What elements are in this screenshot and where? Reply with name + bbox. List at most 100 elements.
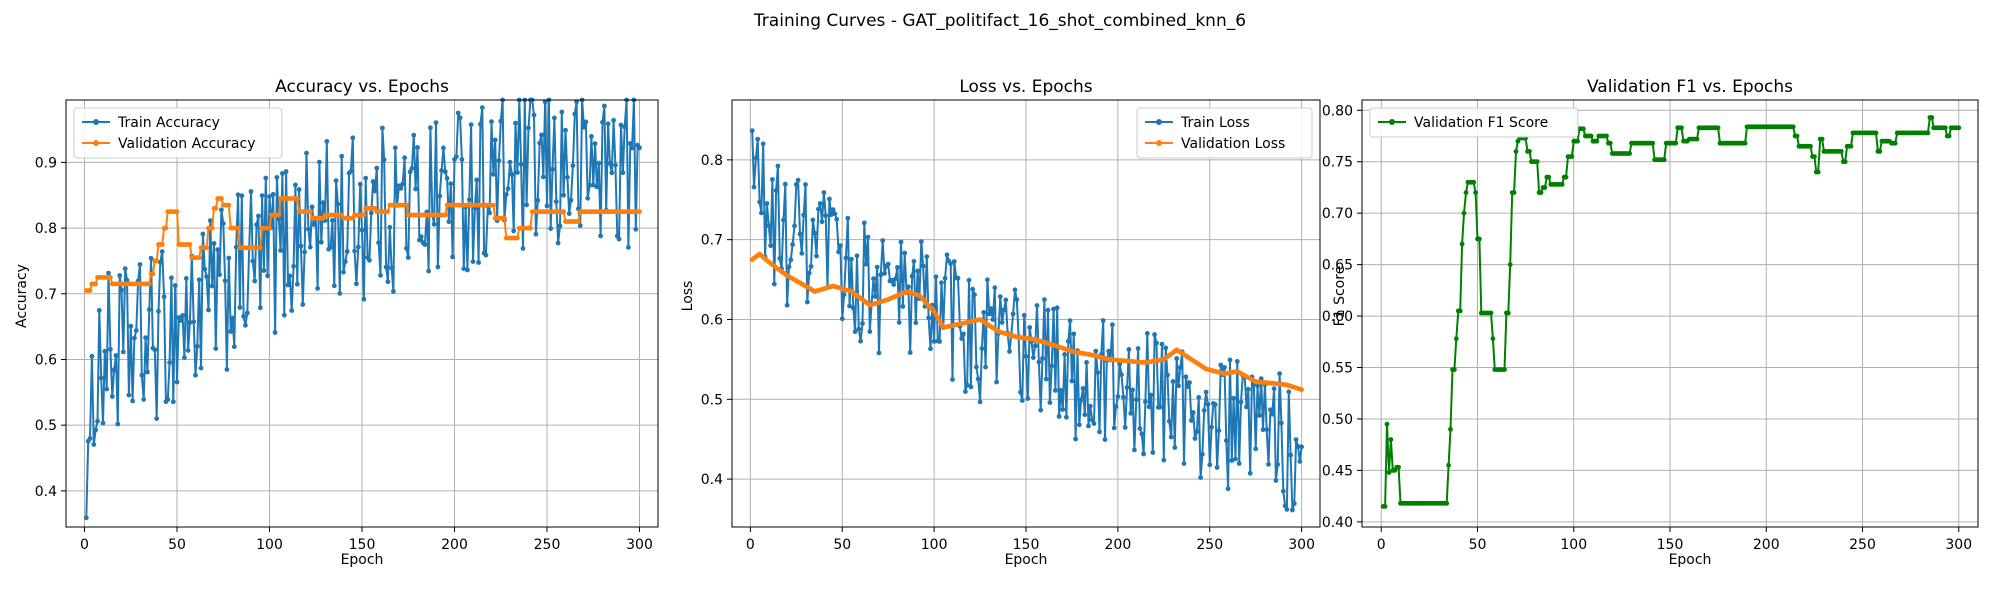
accuracy-chart-point [180, 313, 186, 318]
f1-chart-point [1808, 143, 1813, 149]
f1-chart-point [1457, 308, 1463, 314]
loss-chart-point [990, 317, 996, 322]
loss-chart-point [801, 212, 807, 218]
loss-chart-point [1060, 407, 1066, 412]
loss-chart-point [766, 223, 772, 229]
f1-chart-point [1842, 159, 1848, 165]
f1-chart-xtick-label: 200 [1753, 537, 1780, 553]
loss-chart-point [1238, 399, 1244, 405]
loss-chart-point [1025, 396, 1031, 401]
loss-chart-point [1152, 332, 1157, 337]
accuracy-chart-point [183, 276, 189, 281]
accuracy-chart-point [182, 355, 187, 360]
loss-chart-series-group [749, 128, 1304, 513]
accuracy-chart-point [141, 397, 147, 402]
accuracy-chart-point [616, 236, 622, 242]
accuracy-chart-point [172, 283, 178, 288]
loss-chart-point [1043, 376, 1049, 382]
f1-chart-point [1575, 138, 1580, 144]
accuracy-chart-ytick-label: 0.4 [35, 484, 57, 500]
accuracy-chart-point [139, 372, 145, 378]
f1-chart-ylabel: F1 Score [1332, 266, 1348, 327]
loss-chart-point [1236, 461, 1242, 466]
loss-chart-point [1154, 340, 1159, 346]
accuracy-chart-point [509, 172, 515, 177]
f1-chart-ytick-label: 0.70 [1322, 206, 1353, 222]
accuracy-chart-point [370, 179, 376, 184]
loss-chart-point [1290, 507, 1295, 513]
loss-chart-point [1076, 422, 1082, 428]
loss-chart-point [933, 274, 939, 280]
f1-chart-point [1956, 125, 1962, 131]
f1-chart-xtick-label: 50 [1469, 537, 1487, 553]
accuracy-chart-point [626, 245, 631, 250]
f1-chart-ytick-label: 0.55 [1322, 361, 1353, 377]
loss-chart-point [937, 339, 942, 344]
loss-chart-point [834, 216, 840, 222]
loss-chart-point [913, 320, 919, 326]
accuracy-chart-point [385, 209, 391, 215]
f1-chart-point [1477, 236, 1482, 242]
accuracy-chart-point [224, 367, 230, 372]
f1-chart-point [1444, 500, 1450, 506]
loss-chart-point [1255, 383, 1260, 389]
accuracy-chart-point [581, 124, 587, 130]
accuracy-chart-point [389, 265, 394, 271]
loss-chart-point [1299, 387, 1304, 393]
accuracy-chart-point [367, 257, 372, 263]
loss-chart-point [1222, 365, 1227, 370]
accuracy-chart-point [489, 119, 494, 124]
accuracy-chart-point [350, 135, 356, 141]
accuracy-chart-point [120, 349, 126, 355]
accuracy-chart-point [209, 225, 215, 231]
loss-chart-point [782, 181, 788, 187]
loss-chart-ytick-label: 0.7 [701, 233, 723, 249]
loss-chart-point [1189, 418, 1194, 423]
accuracy-chart-point [187, 320, 193, 325]
accuracy-chart-point [206, 307, 211, 313]
f1-chart-point [1838, 149, 1844, 154]
accuracy-chart-point [257, 305, 263, 311]
accuracy-chart-point [400, 181, 406, 187]
f1-chart-point [1848, 143, 1854, 149]
loss-chart-point [821, 190, 827, 195]
loss-chart-ytick-label: 0.6 [701, 312, 723, 328]
accuracy-chart-point [248, 189, 254, 194]
loss-chart-point [1146, 404, 1152, 410]
f1-chart-point [1594, 138, 1600, 144]
f1-chart-point [1463, 190, 1469, 196]
f1-chart-point [1627, 151, 1632, 156]
accuracy-chart-point [513, 120, 518, 126]
loss-chart-point [872, 294, 878, 299]
loss-chart-point [1200, 451, 1205, 457]
f1-chart-point [1382, 504, 1388, 509]
accuracy-chart-point [361, 296, 367, 302]
loss-chart-point [1176, 383, 1181, 389]
f1-chart-point [1812, 154, 1817, 160]
accuracy-chart-point [194, 343, 200, 349]
accuracy-chart-xtick-label: 100 [256, 537, 283, 553]
f1-chart-markers-validation-f1-score [1380, 115, 1962, 509]
f1-chart-point [1461, 210, 1467, 216]
accuracy-chart-point [404, 245, 409, 251]
accuracy-chart-point [552, 115, 557, 121]
accuracy-chart-point [555, 240, 561, 246]
loss-chart-point [1069, 378, 1075, 384]
accuracy-chart-point [261, 268, 267, 273]
accuracy-chart-point [215, 247, 221, 253]
accuracy-chart-point [335, 201, 341, 207]
f1-chart-point [1453, 336, 1459, 342]
accuracy-chart-point [413, 186, 418, 192]
loss-chart-point [895, 265, 900, 270]
loss-chart-point [1166, 418, 1172, 424]
accuracy-chart-point [528, 225, 533, 231]
accuracy-chart-point [611, 117, 616, 123]
f1-chart-point [1581, 126, 1586, 132]
loss-chart-point [1030, 355, 1036, 360]
loss-chart-point [1170, 379, 1176, 384]
loss-chart-point [792, 223, 797, 229]
loss-chart-point [858, 338, 863, 344]
accuracy-chart-ytick-label: 0.9 [35, 155, 57, 171]
f1-chart-point [1877, 149, 1883, 154]
loss-chart-point [951, 259, 957, 264]
